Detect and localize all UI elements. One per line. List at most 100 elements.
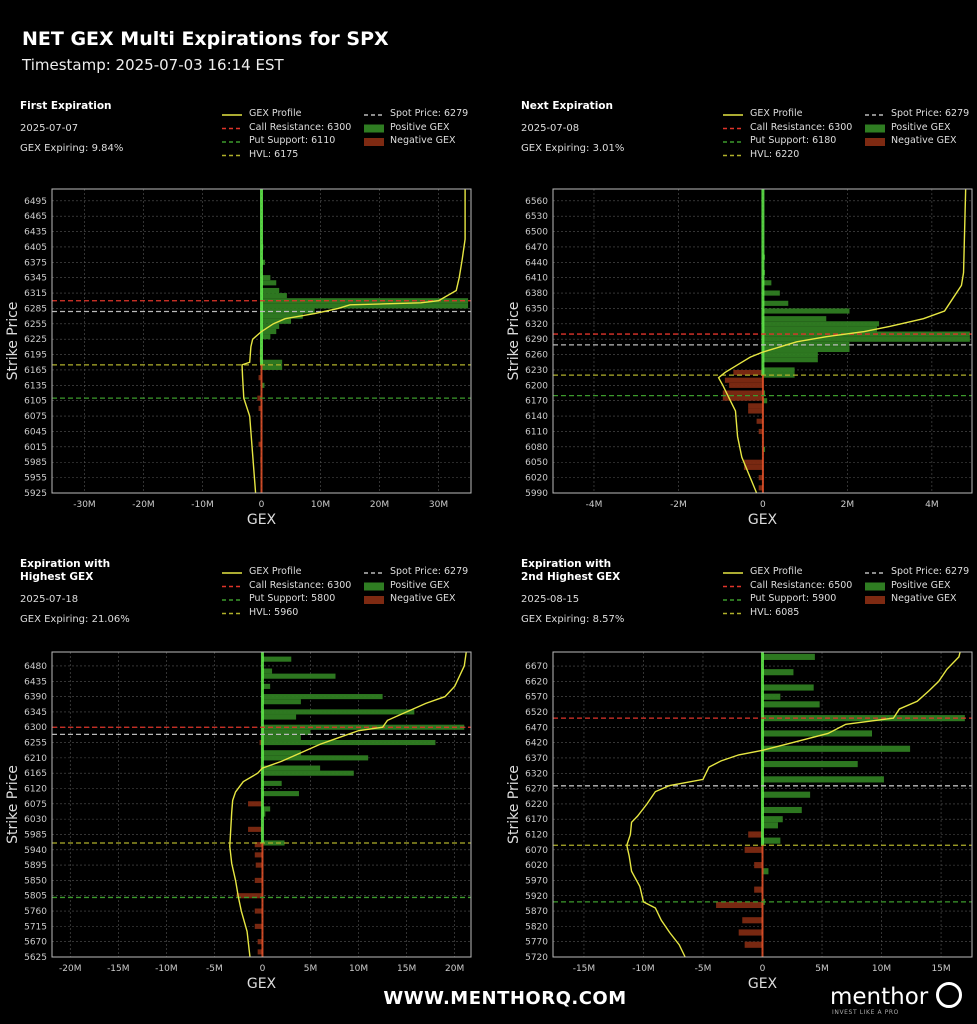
panel-title: Expiration with [20,558,111,570]
y-tick-label: 6420 [525,739,548,749]
positive-gex-bar [261,275,271,281]
positive-gex-bar [262,734,301,740]
y-tick-label: 6320 [525,320,548,330]
legend-spot: Spot Price: 6279 [891,566,970,577]
negative-gex-bar [758,428,763,435]
positive-gex-bar [261,293,287,299]
positive-gex-bar [261,287,280,294]
y-tick-label: 6260 [525,351,548,361]
negative-gex-bar [756,418,763,424]
positive-gex-bar [261,259,266,265]
negative-gex-bar [754,886,763,893]
x-tick-label: -20M [59,964,81,974]
y-tick-label: 6435 [24,677,47,687]
y-tick-label: 5770 [525,938,548,948]
x-tick-label: 0 [260,964,266,974]
positive-gex-bar [262,780,282,786]
negative-gex-bar [236,893,263,899]
positive-gex-bar [762,341,850,347]
y-tick-label: 5955 [24,474,47,484]
legend-neg: Negative GEX [891,135,957,146]
positive-gex-bar [262,739,436,746]
positive-gex-bar [762,300,789,306]
positive-gex-bar [762,316,827,322]
positive-gex-bar [762,822,778,829]
y-tick-label: 5820 [525,922,548,932]
x-tick-label: -2M [670,500,687,510]
footer-url[interactable]: WWW.MENTHORQ.COM [383,988,627,1009]
expiration-date: 2025-07-07 [20,123,79,134]
x-tick-label: -10M [632,964,654,974]
x-tick-label: -4M [586,500,603,510]
legend-pos-swatch [364,124,384,133]
y-tick-label: 5990 [525,489,548,499]
positive-gex-bar [762,715,965,722]
positive-gex-bar [762,357,818,363]
y-tick-label: 6195 [24,351,47,361]
y-tick-label: 5940 [24,846,47,856]
x-tick-label: 20M [370,500,389,510]
expiration-date: 2025-08-15 [521,594,580,605]
y-tick-label: 6230 [525,366,548,376]
y-tick-label: 6320 [525,769,548,779]
negative-gex-bar [743,459,763,465]
x-tick-label: -5M [695,964,712,974]
y-tick-label: 6120 [24,785,47,795]
y-axis-label: Strike Price [506,302,522,381]
legend-put: Put Support: 6110 [249,135,336,146]
x-tick-label: 4M [925,500,939,510]
x-tick-label: 0 [259,500,265,510]
negative-gex-bar [758,475,763,481]
positive-gex-bar [262,791,299,797]
y-tick-label: 6200 [525,381,548,391]
menthorq-logo: menthor [830,982,962,1010]
legend-put: Put Support: 6180 [750,135,837,146]
negative-gex-bar [742,917,763,924]
positive-gex-bar [262,840,285,846]
positive-gex-bar [261,359,283,365]
positive-gex-bar [261,334,271,340]
positive-gex-bar [262,770,354,776]
y-tick-label: 5985 [24,458,47,468]
negative-gex-bar [722,390,763,396]
y-tick-label: 6030 [24,815,47,825]
y-tick-label: 5805 [24,892,47,902]
y-tick-label: 6020 [525,474,548,484]
x-tick-label: 30M [429,500,448,510]
x-axis-label: GEX [748,512,778,528]
y-tick-label: 6520 [525,708,548,718]
negative-gex-bar [716,901,763,909]
plot-frame [51,188,472,494]
gex-expiring: GEX Expiring: 8.57% [521,614,625,625]
legend-profile: GEX Profile [750,108,803,119]
y-tick-label: 6220 [525,800,548,810]
legend-neg: Negative GEX [891,593,957,604]
x-tick-label: -20M [132,500,154,510]
panel-title: Highest GEX [20,571,94,583]
y-tick-label: 6020 [525,861,548,871]
panel-title: First Expiration [20,100,112,112]
negative-gex-bar [257,949,263,955]
positive-gex-bar [261,364,283,370]
negative-gex-bar [748,831,763,838]
negative-gex-bar [258,375,262,381]
legend-pos: Positive GEX [390,121,450,133]
chart-0: -30M -20M -10M 0 10M 20M 30M 5925 5955 5985 6015 60… [5,188,472,528]
positive-gex-bar [762,669,794,676]
y-axis-label: Strike Price [506,765,522,844]
logo-tagline: INVEST LIKE A PRO [832,1009,900,1016]
y-tick-label: 6530 [525,212,548,222]
y-tick-label: 6170 [525,815,548,825]
negative-gex-bar [754,862,763,869]
y-tick-label: 5870 [525,907,548,917]
y-tick-label: 6620 [525,677,548,687]
x-tick-label: 15M [931,964,950,974]
page-title: NET GEX Multi Expirations for SPX [22,28,389,50]
negative-gex-bar [258,441,262,447]
x-tick-label: 10M [872,964,891,974]
gex-profile-line [229,652,467,958]
y-tick-label: 6370 [525,754,548,764]
negative-gex-bar [733,369,763,376]
negative-gex-bar [758,485,763,491]
